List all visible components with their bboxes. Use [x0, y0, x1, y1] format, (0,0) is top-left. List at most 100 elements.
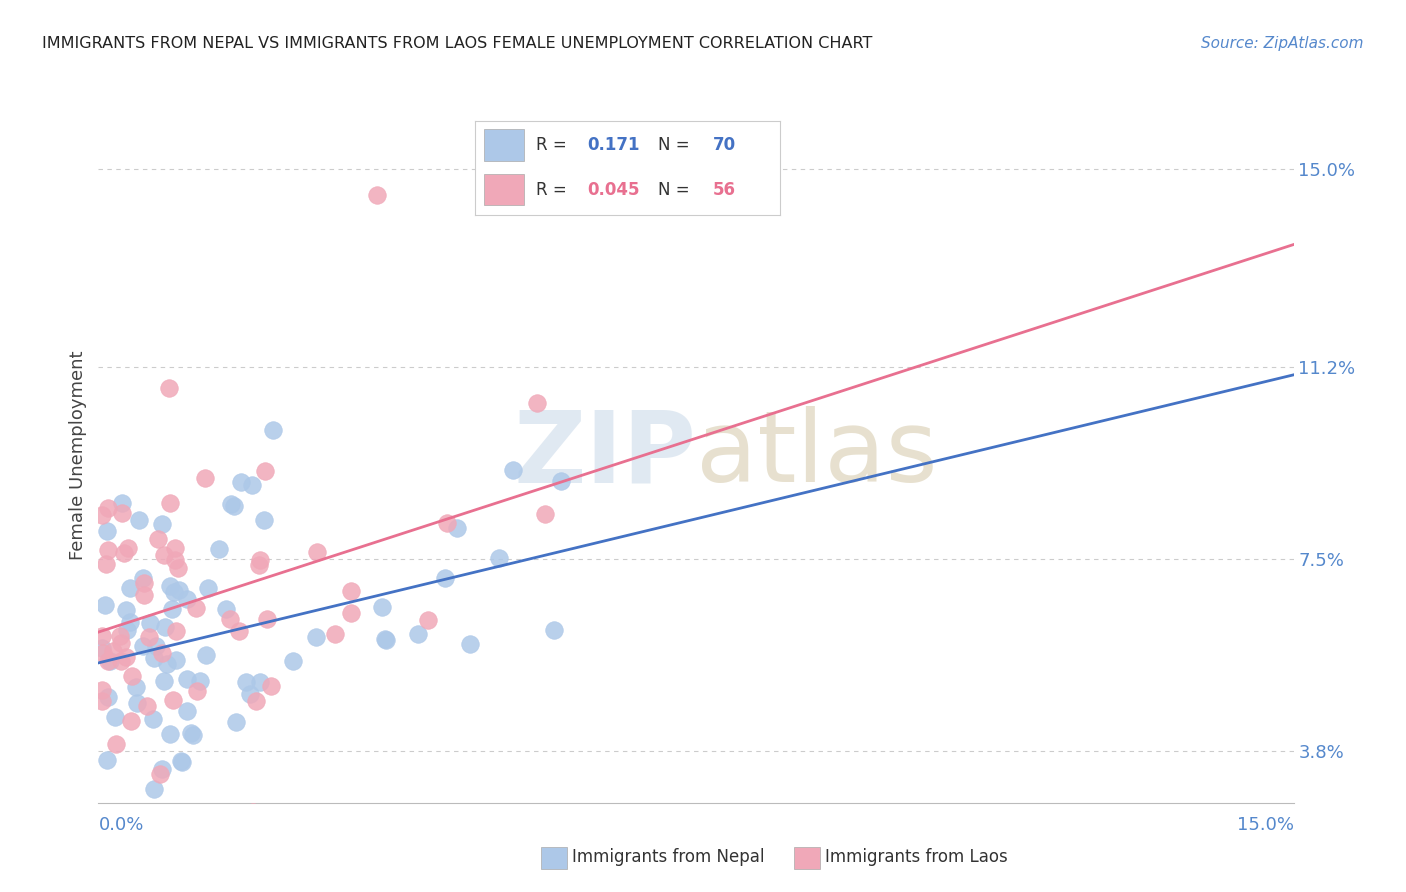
- Point: [91, 508, 114, 522]
- Point: [131, 639, 153, 653]
- Point: [132, 571, 155, 585]
- Point: [115, 623, 138, 637]
- Point: [224, 499, 246, 513]
- Point: [97, 654, 120, 668]
- Point: [374, 632, 396, 646]
- Point: [543, 623, 565, 637]
- Point: [502, 463, 524, 477]
- Point: [97, 690, 120, 705]
- Point: [239, 687, 262, 701]
- Point: [228, 624, 250, 639]
- Point: [156, 657, 179, 671]
- Point: [121, 669, 143, 683]
- Point: [91, 694, 114, 708]
- Point: [176, 704, 198, 718]
- Point: [305, 630, 328, 644]
- Text: Immigrants from Laos: Immigrants from Laos: [825, 848, 1008, 866]
- Point: [307, 544, 329, 558]
- Point: [176, 672, 198, 686]
- Point: [97, 500, 120, 515]
- Point: [148, 532, 170, 546]
- Point: [153, 620, 176, 634]
- Point: [98, 654, 121, 668]
- Point: [111, 496, 134, 510]
- Point: [225, 714, 247, 729]
- Point: [149, 767, 172, 781]
- Point: [434, 571, 457, 585]
- Point: [150, 516, 173, 531]
- Point: [186, 684, 208, 698]
- Point: [152, 762, 174, 776]
- Point: [97, 543, 120, 558]
- Point: [152, 646, 174, 660]
- Point: [160, 602, 183, 616]
- Point: [91, 629, 114, 643]
- Point: [242, 805, 264, 819]
- Point: [91, 640, 114, 655]
- Point: [165, 624, 187, 638]
- Point: [197, 581, 219, 595]
- Point: [167, 561, 190, 575]
- Point: [253, 513, 276, 527]
- Point: [159, 496, 181, 510]
- Point: [256, 612, 278, 626]
- Point: [218, 612, 240, 626]
- Point: [125, 680, 148, 694]
- Point: [142, 712, 165, 726]
- Point: [138, 630, 160, 644]
- Point: [176, 592, 198, 607]
- Point: [145, 639, 167, 653]
- Point: [408, 626, 430, 640]
- Point: [163, 541, 186, 556]
- Point: [262, 423, 284, 437]
- Point: [245, 694, 267, 708]
- Point: [240, 478, 263, 492]
- Point: [104, 710, 127, 724]
- Point: [165, 553, 187, 567]
- Point: [94, 599, 117, 613]
- Point: [91, 646, 114, 660]
- Point: [340, 584, 363, 599]
- Point: [128, 513, 150, 527]
- Point: [370, 599, 392, 614]
- Point: [110, 635, 132, 649]
- Y-axis label: Female Unemployment: Female Unemployment: [69, 351, 87, 559]
- Text: atlas: atlas: [696, 407, 938, 503]
- Text: IMMIGRANTS FROM NEPAL VS IMMIGRANTS FROM LAOS FEMALE UNEMPLOYMENT CORRELATION CH: IMMIGRANTS FROM NEPAL VS IMMIGRANTS FROM…: [42, 36, 873, 51]
- Point: [180, 725, 202, 739]
- Point: [114, 603, 136, 617]
- Point: [112, 546, 135, 560]
- Point: [188, 673, 211, 688]
- Point: [104, 737, 127, 751]
- Point: [111, 506, 134, 520]
- Text: 0.0%: 0.0%: [98, 816, 143, 834]
- Point: [215, 602, 238, 616]
- Point: [153, 674, 176, 689]
- Point: [208, 542, 231, 557]
- Point: [91, 821, 114, 835]
- Point: [115, 650, 138, 665]
- Point: [142, 782, 165, 797]
- Point: [458, 637, 481, 651]
- Point: [139, 615, 162, 630]
- Point: [96, 753, 118, 767]
- Point: [91, 682, 114, 697]
- Point: [249, 675, 271, 690]
- Point: [526, 396, 548, 410]
- Point: [183, 728, 205, 742]
- Point: [118, 615, 141, 629]
- Point: [340, 607, 363, 621]
- Text: 15.0%: 15.0%: [1236, 816, 1294, 834]
- Point: [117, 541, 139, 555]
- Point: [550, 474, 572, 488]
- Point: [281, 654, 304, 668]
- Point: [132, 588, 155, 602]
- Point: [108, 629, 131, 643]
- Point: [323, 627, 346, 641]
- Point: [194, 471, 217, 485]
- Point: [121, 714, 143, 728]
- Point: [170, 754, 193, 768]
- Point: [374, 633, 396, 648]
- Point: [259, 679, 281, 693]
- Point: [229, 475, 252, 490]
